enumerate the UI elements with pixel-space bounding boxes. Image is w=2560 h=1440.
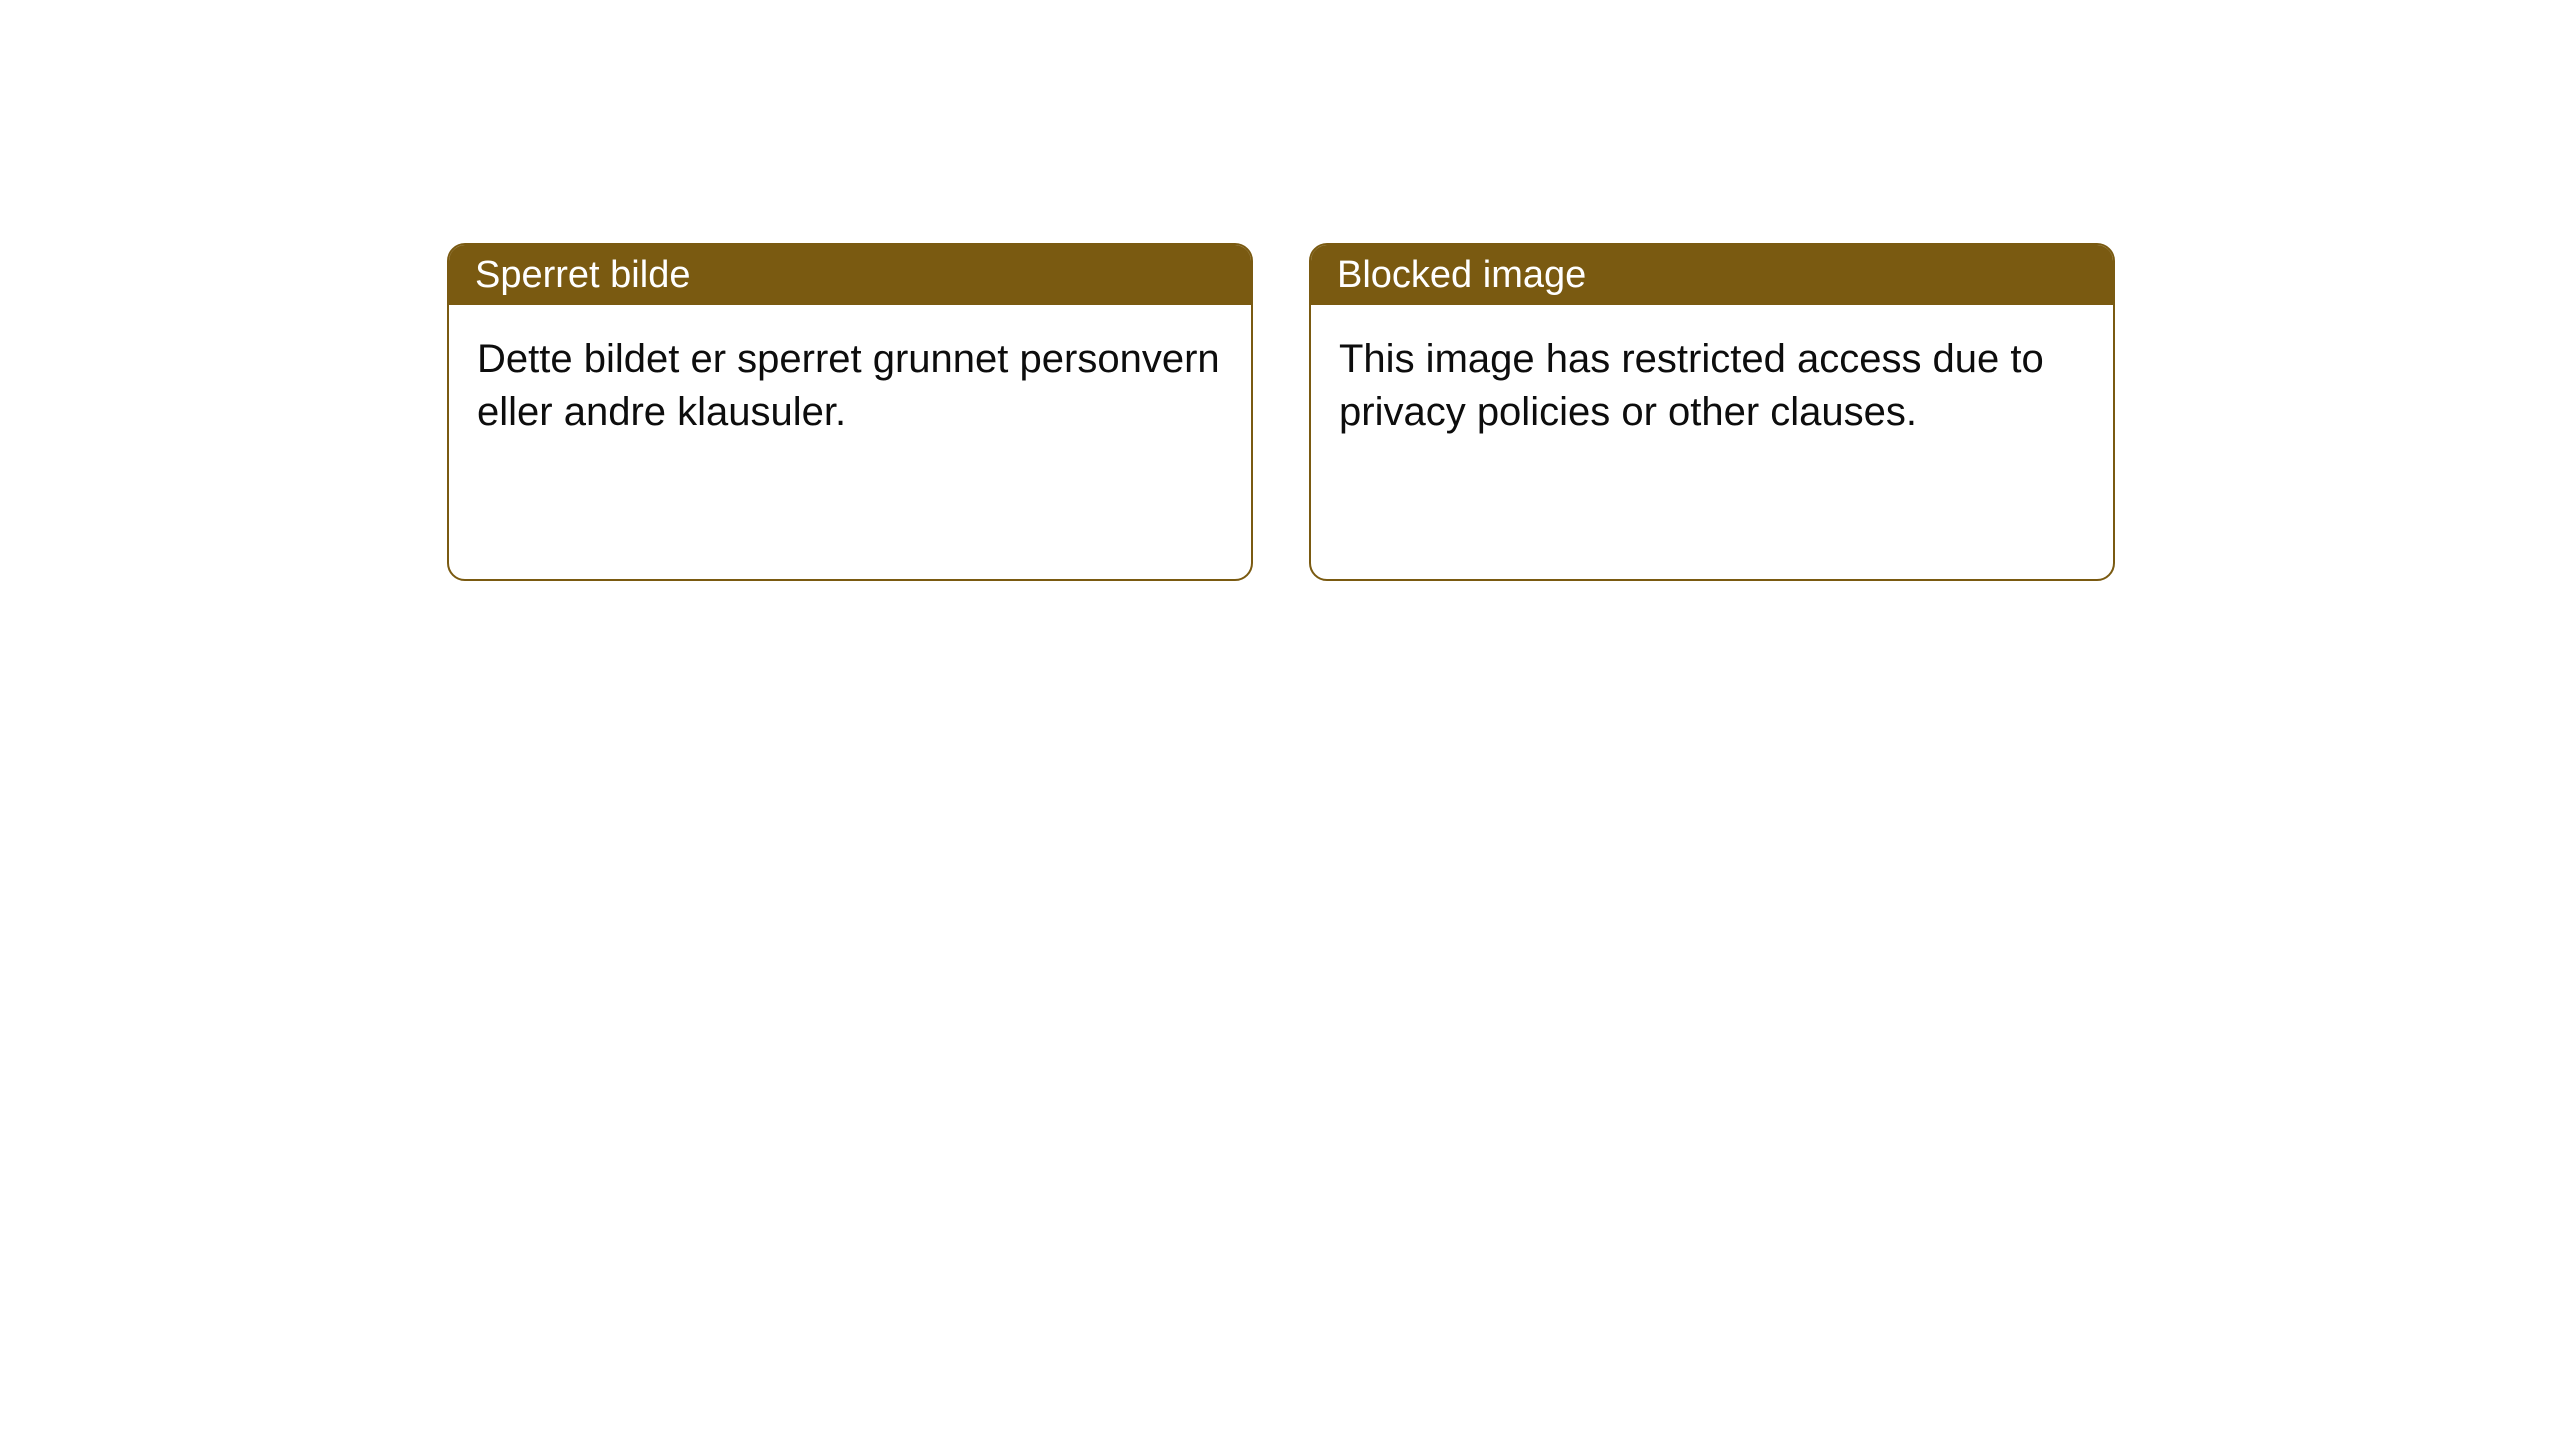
notice-card-header-no: Sperret bilde <box>449 245 1251 305</box>
notice-card-title-no: Sperret bilde <box>475 254 690 297</box>
notice-card-title-en: Blocked image <box>1337 254 1586 297</box>
notice-card-body-en: This image has restricted access due to … <box>1311 305 2113 439</box>
page-canvas: Sperret bilde Dette bildet er sperret gr… <box>0 0 2560 1440</box>
notice-card-body-no: Dette bildet er sperret grunnet personve… <box>449 305 1251 439</box>
notice-card-message-en: This image has restricted access due to … <box>1339 337 2044 434</box>
notice-card-message-no: Dette bildet er sperret grunnet personve… <box>477 337 1220 434</box>
notice-card-en: Blocked image This image has restricted … <box>1309 243 2115 581</box>
notice-card-header-en: Blocked image <box>1311 245 2113 305</box>
notice-card-no: Sperret bilde Dette bildet er sperret gr… <box>447 243 1253 581</box>
